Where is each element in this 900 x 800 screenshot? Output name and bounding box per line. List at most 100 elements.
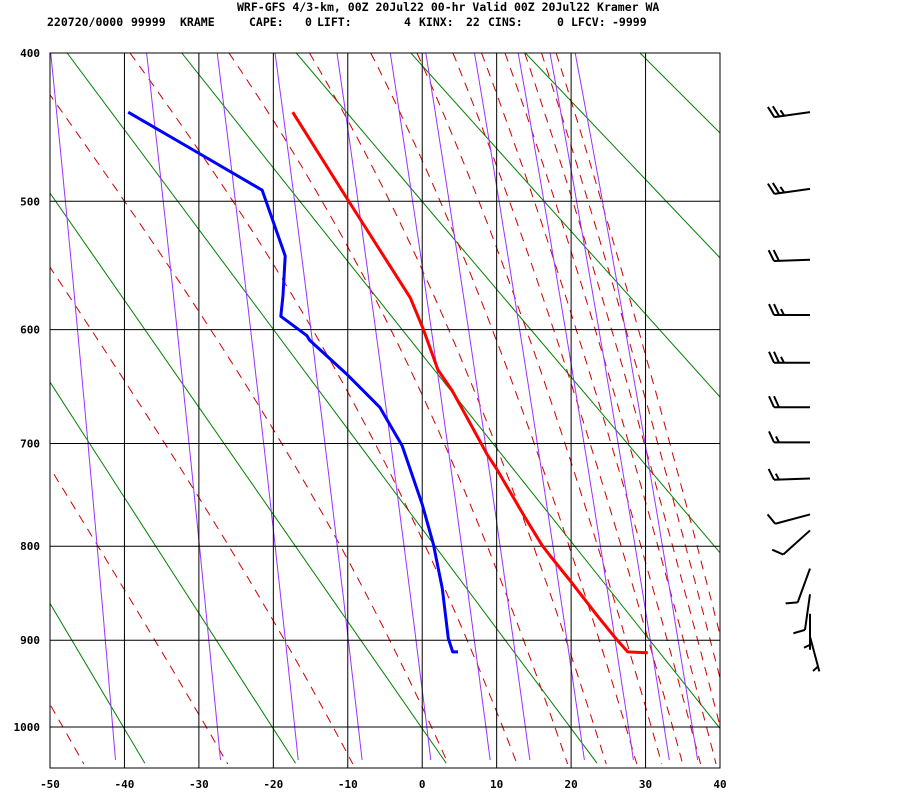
wind-barb: [793, 594, 811, 635]
barb-half: [775, 435, 780, 443]
barb-shaft: [782, 529, 811, 556]
moist-adiabat: [50, 266, 354, 765]
wind-barb: [767, 105, 811, 119]
lfcv-label: LFCV:: [571, 15, 606, 29]
barb-full: [767, 183, 776, 195]
barb-full: [771, 105, 781, 118]
moist-adiabat: [416, 53, 663, 765]
barb-full: [767, 468, 775, 481]
cins-label: CINS:: [488, 15, 523, 29]
barb-full: [793, 628, 806, 635]
x-tick-label: 20: [564, 778, 577, 791]
wind-barb: [768, 395, 810, 409]
kinx-value: 22: [466, 15, 480, 29]
barb-shaft: [803, 594, 811, 631]
wind-barb: [766, 513, 811, 525]
mixing-ratio-line: [549, 53, 670, 761]
grid: [49, 52, 721, 769]
wind-barb: [803, 613, 811, 650]
x-tick-label: 10: [490, 778, 503, 791]
mixing-ratio-line: [517, 53, 634, 761]
barb-shaft: [774, 111, 811, 119]
lift-value: 4: [404, 15, 411, 29]
reference-lines: [50, 53, 900, 765]
barb-full: [772, 249, 780, 262]
barb-half: [774, 473, 780, 481]
dry-adiabat: [50, 602, 146, 764]
barb-half: [780, 308, 785, 316]
wind-barbs: [766, 105, 821, 672]
station-id: KRAME: [180, 15, 215, 29]
dry-adiabat: [181, 53, 720, 730]
dry-adiabat: [50, 381, 296, 764]
mixing-ratio-line: [389, 53, 491, 761]
wind-barb: [768, 351, 810, 364]
mixing-ratio-line: [274, 53, 363, 761]
moist-adiabat: [228, 53, 569, 765]
moist-adiabat: [309, 53, 607, 765]
cape-label: CAPE:: [249, 15, 284, 29]
y-tick-label: 400: [20, 47, 40, 60]
barb-full: [766, 513, 776, 525]
cins-value: 0: [557, 15, 564, 29]
mixing-ratio-line: [336, 53, 432, 761]
wind-barb: [771, 529, 811, 556]
barb-full: [767, 106, 776, 118]
tick-labels: -50 -40 -30 -20 -10 0 10 20 30 40 400 500 600 700 800 9…: [14, 47, 727, 791]
barb-half: [812, 665, 819, 672]
moist-adiabat: [370, 53, 638, 765]
x-tick-label: 30: [639, 778, 652, 791]
mixing-ratio-line: [574, 53, 699, 761]
moist-adiabat: [50, 466, 229, 765]
barb-full: [768, 303, 775, 316]
wind-barb: [767, 468, 811, 481]
station-number: 99999: [131, 15, 166, 29]
y-tick-label: 900: [20, 634, 40, 647]
x-tick-label: -40: [115, 778, 135, 791]
x-tick-label: 40: [713, 778, 726, 791]
dry-adiabat: [66, 53, 598, 764]
barb-half: [803, 643, 811, 649]
moist-adiabat: [504, 53, 717, 765]
barb-half: [779, 109, 786, 117]
barb-shaft: [796, 568, 811, 603]
wind-barb: [809, 636, 821, 672]
profiles: [127, 110, 648, 655]
barb-shaft: [773, 477, 811, 481]
wind-barb: [768, 430, 810, 444]
barb-full: [773, 395, 780, 408]
mixing-ratio-line: [216, 53, 299, 761]
x-tick-label: -20: [263, 778, 283, 791]
cape-value: 0: [305, 15, 312, 29]
y-tick-label: 600: [20, 324, 40, 337]
dry-adiabat: [869, 53, 900, 763]
plot-frame: [49, 52, 721, 769]
mixing-ratio-line: [474, 53, 585, 761]
barb-full: [768, 395, 775, 408]
dry-adiabat: [639, 53, 720, 134]
chart-title: WRF-GFS 4/3-km, 00Z 20Jul22 00-hr Valid …: [237, 0, 660, 14]
barb-half: [779, 186, 786, 194]
barb-shaft: [809, 636, 821, 672]
barb-full: [771, 548, 784, 556]
moist-adiabat: [50, 93, 449, 765]
dry-adiabat: [525, 53, 720, 259]
moist-adiabat: [524, 53, 720, 729]
x-tick-label: -10: [338, 778, 358, 791]
barb-full: [773, 303, 780, 316]
barb-full: [773, 351, 780, 364]
kinx-label: KINX:: [419, 15, 454, 29]
wind-barb: [768, 303, 810, 317]
barb-half: [780, 356, 785, 364]
barb-full: [785, 601, 798, 605]
wind-barb: [767, 249, 811, 263]
lfcv-value: -9999: [612, 15, 647, 29]
mixing-ratio-line: [50, 53, 116, 761]
barb-full: [768, 351, 775, 364]
y-tick-label: 700: [20, 437, 40, 450]
dry-adiabat: [295, 53, 720, 554]
dry-adiabat: [50, 192, 447, 764]
moist-adiabat: [555, 53, 720, 637]
moist-adiabat: [481, 53, 702, 765]
